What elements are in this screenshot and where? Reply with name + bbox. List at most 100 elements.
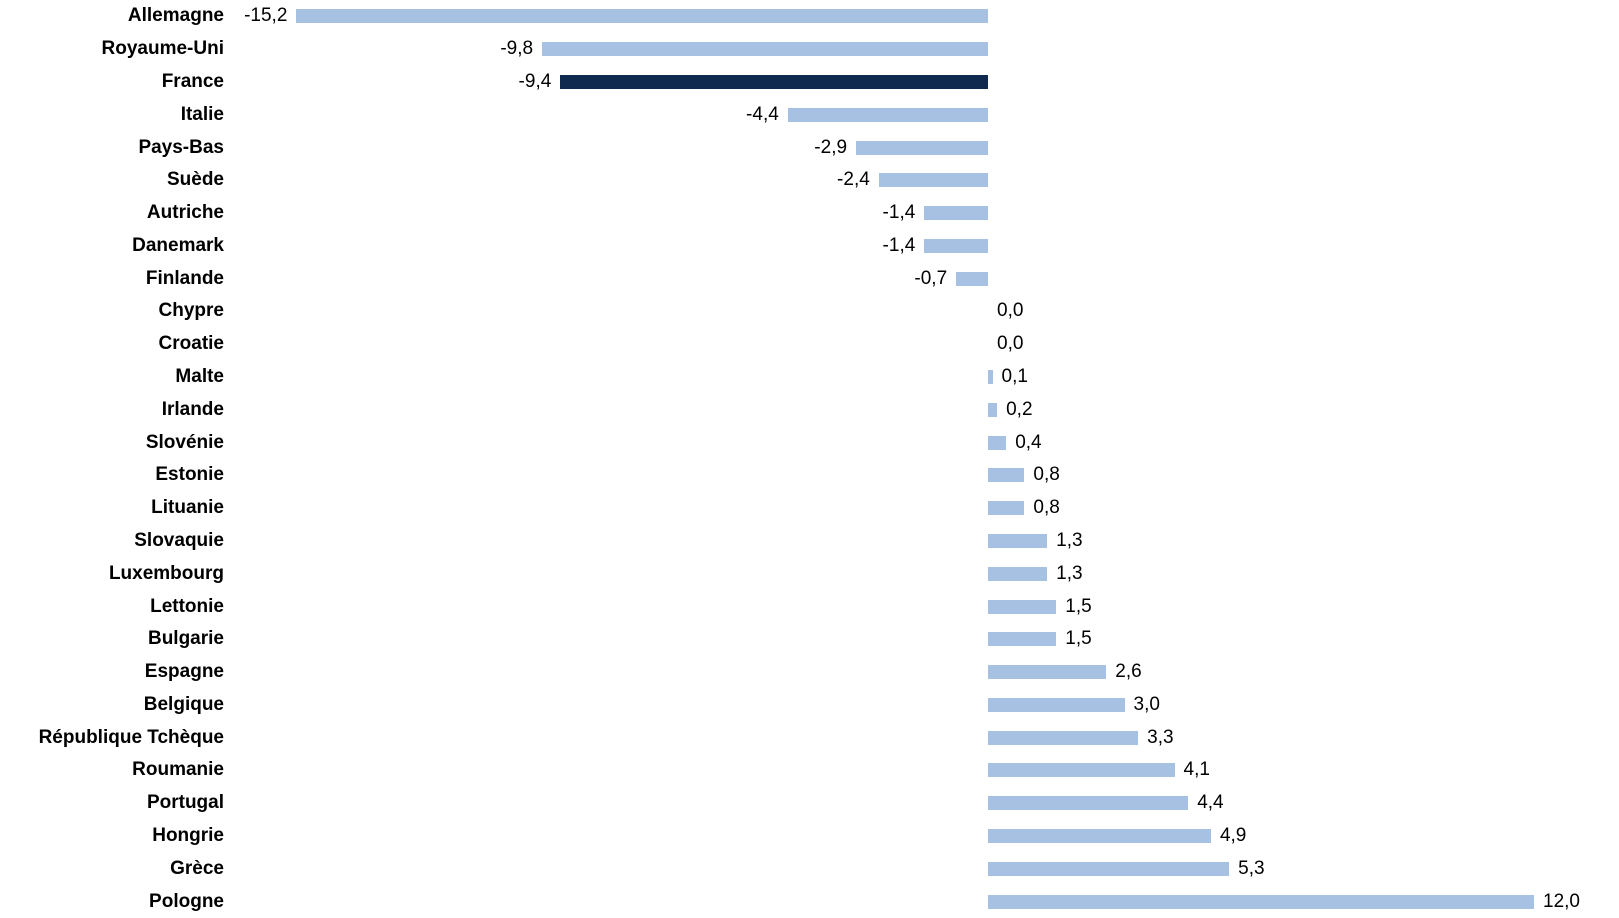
value-label: 1,5	[1065, 595, 1092, 617]
category-label: Croatie	[158, 333, 224, 355]
bar	[988, 894, 1534, 909]
chart-row: Danemark -1,4	[0, 230, 1619, 263]
bar	[988, 599, 1057, 614]
bar	[988, 665, 1107, 680]
category-label: Bulgarie	[147, 628, 224, 650]
category-label: Grèce	[170, 857, 224, 879]
category-label: Malte	[175, 366, 224, 388]
bar	[988, 697, 1125, 712]
chart-row: Estonie 0,8	[0, 459, 1619, 492]
chart-row: Grèce 5,3	[0, 852, 1619, 885]
value-label: -2,9	[814, 136, 848, 158]
chart-row: Autriche -1,4	[0, 197, 1619, 230]
chart-row: Finlande -0,7	[0, 262, 1619, 295]
category-label: Irlande	[161, 398, 224, 420]
bar	[856, 140, 988, 155]
category-label: Hongrie	[152, 825, 224, 847]
bar	[924, 206, 988, 221]
category-label: Danemark	[132, 234, 224, 256]
category-label: Suède	[166, 169, 224, 191]
chart-row: Roumanie 4,1	[0, 754, 1619, 787]
bar	[988, 468, 1025, 483]
bar	[924, 238, 988, 253]
bar	[956, 271, 988, 286]
bar	[988, 730, 1139, 745]
chart-row: Belgique 3,0	[0, 689, 1619, 722]
bar	[988, 632, 1057, 647]
value-label: 12,0	[1543, 890, 1580, 912]
category-label: Finlande	[145, 267, 224, 289]
chart-row: Pologne 12,0	[0, 885, 1619, 918]
bar	[988, 566, 1048, 581]
category-label: Royaume-Uni	[101, 38, 224, 60]
value-label: -0,7	[914, 267, 948, 289]
category-label: Italie	[180, 103, 224, 125]
bar	[988, 829, 1211, 844]
value-label: 0,0	[997, 333, 1024, 355]
bar	[988, 370, 993, 385]
value-label: 0,0	[997, 300, 1024, 322]
category-label: Belgique	[143, 693, 224, 715]
bar	[988, 861, 1230, 876]
value-label: 4,4	[1197, 792, 1224, 814]
bar	[787, 107, 988, 122]
bar	[296, 9, 988, 24]
value-label: 0,8	[1033, 497, 1060, 519]
value-label: 4,9	[1219, 825, 1247, 847]
value-label: 0,8	[1033, 464, 1060, 486]
chart-row: Hongrie 4,9	[0, 820, 1619, 853]
category-label: Autriche	[146, 202, 224, 224]
value-label: 0,2	[1006, 398, 1033, 420]
value-label: 2,6	[1115, 661, 1142, 683]
chart-row: Allemagne -15,2	[0, 0, 1619, 33]
value-label: -1,4	[882, 202, 916, 224]
bar	[988, 796, 1189, 811]
category-label: Pays-Bas	[138, 136, 224, 158]
bar	[988, 533, 1048, 548]
value-label: -15,2	[244, 5, 288, 27]
category-label: Slovaquie	[134, 529, 224, 551]
bar	[988, 402, 998, 417]
chart-row: Malte 0,1	[0, 361, 1619, 394]
category-label: Estonie	[155, 464, 224, 486]
chart-row: Espagne 2,6	[0, 656, 1619, 689]
chart-row: Lituanie 0,8	[0, 492, 1619, 525]
value-label: 4,1	[1183, 759, 1210, 781]
value-label: -9,4	[518, 70, 552, 92]
category-label: Lituanie	[151, 497, 224, 519]
chart-row: Irlande 0,2	[0, 393, 1619, 426]
category-label: Portugal	[146, 792, 224, 814]
category-label: Allemagne	[127, 5, 224, 27]
chart-row: Pays-Bas -2,9	[0, 131, 1619, 164]
chart-row: Bulgarie 1,5	[0, 623, 1619, 656]
category-label: Lettonie	[150, 595, 224, 617]
value-label: 5,3	[1238, 857, 1265, 879]
bar	[988, 501, 1025, 516]
chart-row: Royaume-Uni -9,8	[0, 33, 1619, 66]
chart-row: Suède -2,4	[0, 164, 1619, 197]
value-label: 1,3	[1056, 529, 1083, 551]
chart-row: Italie -4,4	[0, 98, 1619, 131]
bar	[988, 435, 1007, 450]
value-label: 3,3	[1147, 726, 1174, 748]
category-label: Luxembourg	[108, 562, 224, 584]
chart-row: Portugal 4,4	[0, 787, 1619, 820]
category-label: Chypre	[158, 300, 224, 322]
chart-row: France -9,4	[0, 66, 1619, 99]
value-label: -2,4	[837, 169, 870, 191]
value-label: 0,4	[1015, 431, 1042, 453]
chart-row: Lettonie 1,5	[0, 590, 1619, 623]
chart-row: Chypre 0,0	[0, 295, 1619, 328]
category-label: France	[161, 70, 224, 92]
bar-highlight	[560, 74, 988, 89]
value-label: -1,4	[882, 234, 916, 256]
value-label: 3,0	[1133, 693, 1160, 715]
bar	[542, 42, 988, 57]
value-label: -4,4	[746, 103, 779, 125]
chart-row: République Tchèque 3,3	[0, 721, 1619, 754]
category-label: République Tchèque	[38, 726, 224, 748]
chart-row: Croatie 0,0	[0, 328, 1619, 361]
value-label: 1,3	[1056, 562, 1083, 584]
value-label: 0,1	[1001, 366, 1028, 388]
